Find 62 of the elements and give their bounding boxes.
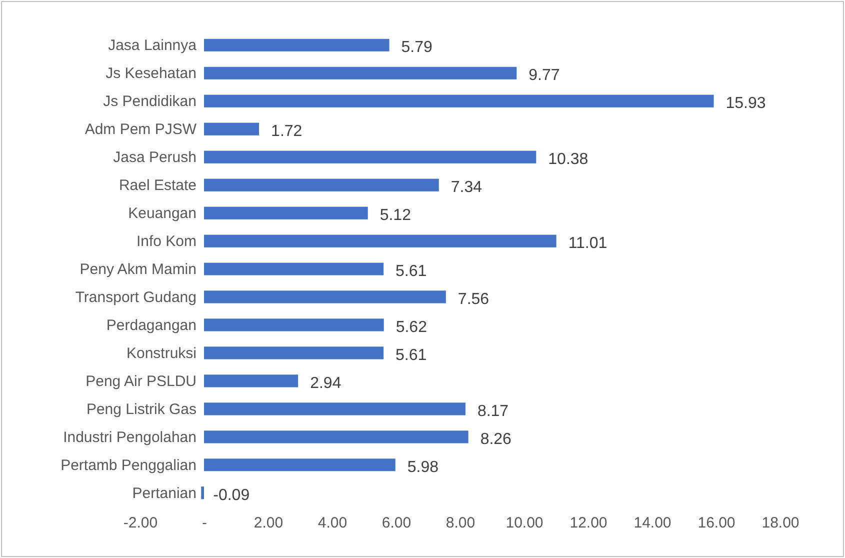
y-tick-label: Adm Pem PJSW <box>84 121 198 138</box>
y-tick-label: Industri Pengolahan <box>63 428 196 446</box>
data-label: 7.34 <box>450 179 482 196</box>
bar <box>204 346 384 360</box>
data-label: 9.77 <box>528 67 560 84</box>
data-label: -0.09 <box>213 486 250 504</box>
y-tick-label: Pertanian <box>132 484 196 502</box>
y-tick-label: Pertamb Penggalian <box>60 456 196 474</box>
data-label: 10.38 <box>548 151 588 168</box>
x-tick-label: - <box>202 514 207 532</box>
y-tick-label: Transport Gudang <box>75 288 196 306</box>
data-label: 1.72 <box>271 123 302 140</box>
bar <box>204 374 298 388</box>
bar <box>204 66 517 80</box>
data-label: 5.98 <box>407 458 439 476</box>
bar <box>204 458 396 472</box>
x-tick-label: 14.00 <box>634 514 672 532</box>
y-tick-label: Peng Listrik Gas <box>86 400 196 418</box>
y-tick-label: Peng Air PSLDU <box>86 372 196 390</box>
y-tick-label: Peny Akm Mamin <box>80 261 196 278</box>
data-label: 8.26 <box>480 430 512 448</box>
bar <box>204 38 390 52</box>
y-tick-label: Konstruksi <box>126 344 196 362</box>
x-tick-label: 8.00 <box>446 514 476 532</box>
data-label: 5.12 <box>380 207 412 224</box>
y-tick-label: Keuangan <box>128 205 196 222</box>
data-label: 2.94 <box>310 374 342 392</box>
y-tick-label: Rael Estate <box>118 177 196 194</box>
bar <box>204 206 368 220</box>
y-tick-label: Info Kom <box>136 233 196 250</box>
x-tick-label: 4.00 <box>318 514 348 532</box>
x-tick-label: 2.00 <box>254 514 284 532</box>
data-label: 5.62 <box>396 318 428 336</box>
bar <box>204 150 536 164</box>
data-label: 15.93 <box>726 95 766 112</box>
y-tick-label: Jasa Lainnya <box>108 37 198 54</box>
bar <box>204 290 446 304</box>
bar <box>204 178 439 192</box>
bar <box>204 430 468 444</box>
data-label: 11.01 <box>568 235 608 252</box>
y-tick-label: Js Pendidikan <box>103 93 196 110</box>
bar <box>204 94 714 108</box>
bar <box>204 402 466 416</box>
data-label: 8.17 <box>477 402 509 420</box>
x-tick-label: 6.00 <box>382 514 412 532</box>
bar <box>204 262 384 276</box>
x-tick-label: 16.00 <box>698 514 736 532</box>
data-label: 5.79 <box>401 39 433 56</box>
y-tick-label: Js Kesehatan <box>106 65 196 82</box>
x-tick-label: -2.00 <box>123 514 158 532</box>
bar <box>204 234 556 248</box>
bar <box>204 318 384 332</box>
data-label: 7.56 <box>458 290 490 308</box>
x-tick-label: 10.00 <box>506 514 544 532</box>
x-tick-label: 12.00 <box>570 514 608 532</box>
bar <box>204 122 260 136</box>
data-label: 5.61 <box>396 263 427 280</box>
data-label: 5.61 <box>396 346 427 364</box>
y-tick-label: Jasa Perush <box>113 149 196 166</box>
y-tick-label: Perdagangan <box>106 316 196 334</box>
bar <box>201 486 204 500</box>
x-tick-label: 18.00 <box>762 514 800 532</box>
